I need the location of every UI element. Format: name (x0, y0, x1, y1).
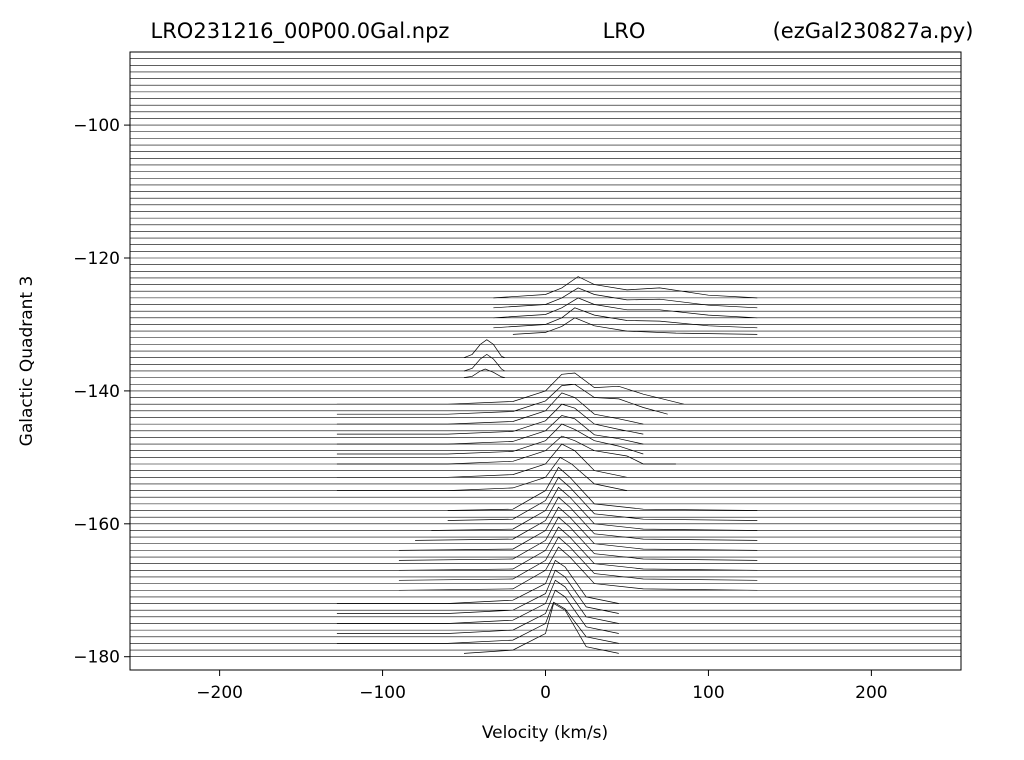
plot-area (130, 58, 961, 658)
y-tick-label: −120 (73, 249, 120, 269)
spectrum-trace (398, 516, 758, 561)
plot-frame (129, 51, 962, 671)
chart-title: LRO (603, 19, 646, 43)
spectrum-trace (336, 456, 628, 491)
spectrum-trace (493, 297, 758, 319)
chart-title: LRO231216_00P00.0Gal.npz (151, 19, 450, 44)
x-tick-label: −100 (359, 683, 406, 703)
spectrum-trace (463, 339, 505, 359)
spectrum-trace (512, 317, 758, 335)
x-tick-label: 100 (692, 683, 724, 703)
spectrum-trace (493, 307, 758, 329)
spectrum-trace (336, 435, 676, 465)
spectrum-trace (431, 486, 758, 531)
spectrum-trace (336, 383, 668, 415)
spectrum-trace (463, 353, 505, 372)
x-tick-label: 200 (855, 683, 887, 703)
spectrum-trace (336, 423, 644, 455)
spectrum-trace (415, 496, 758, 541)
spectrum-trace (336, 392, 644, 425)
spectrum-trace (463, 602, 619, 654)
spectrum-trace (336, 579, 619, 624)
x-tick-label: −200 (196, 683, 243, 703)
spectrum-trace (493, 276, 758, 299)
spectrum-trace (447, 466, 758, 511)
spectrum-trace (398, 536, 758, 581)
x-axis-label: Velocity (km/s) (482, 723, 608, 743)
spectrum-trace (463, 368, 505, 378)
y-tick-label: −140 (73, 382, 120, 402)
spectrum-trace (398, 546, 758, 591)
spectrum-trace (336, 569, 619, 614)
y-tick-label: −160 (73, 515, 120, 535)
y-axis-label: Galactic Quadrant 3 (17, 276, 37, 447)
spectrum-trace (447, 476, 758, 521)
spectrum-trace (336, 601, 619, 644)
y-tick-label: −100 (73, 116, 120, 136)
spectrum-trace (398, 506, 758, 551)
spectrum-trace (336, 589, 619, 634)
y-tick-label: −180 (73, 648, 120, 668)
spectrum-trace (493, 287, 758, 309)
spectrum-trace (398, 526, 758, 571)
spectrum-trace (336, 443, 628, 478)
spectrum-trace (336, 372, 685, 405)
x-tick-label: 0 (540, 683, 551, 703)
spectrum-trace (336, 415, 644, 445)
spectrum-trace (336, 559, 619, 604)
spectrum-trace (336, 403, 644, 435)
chart-title: (ezGal230827a.py) (773, 19, 974, 43)
